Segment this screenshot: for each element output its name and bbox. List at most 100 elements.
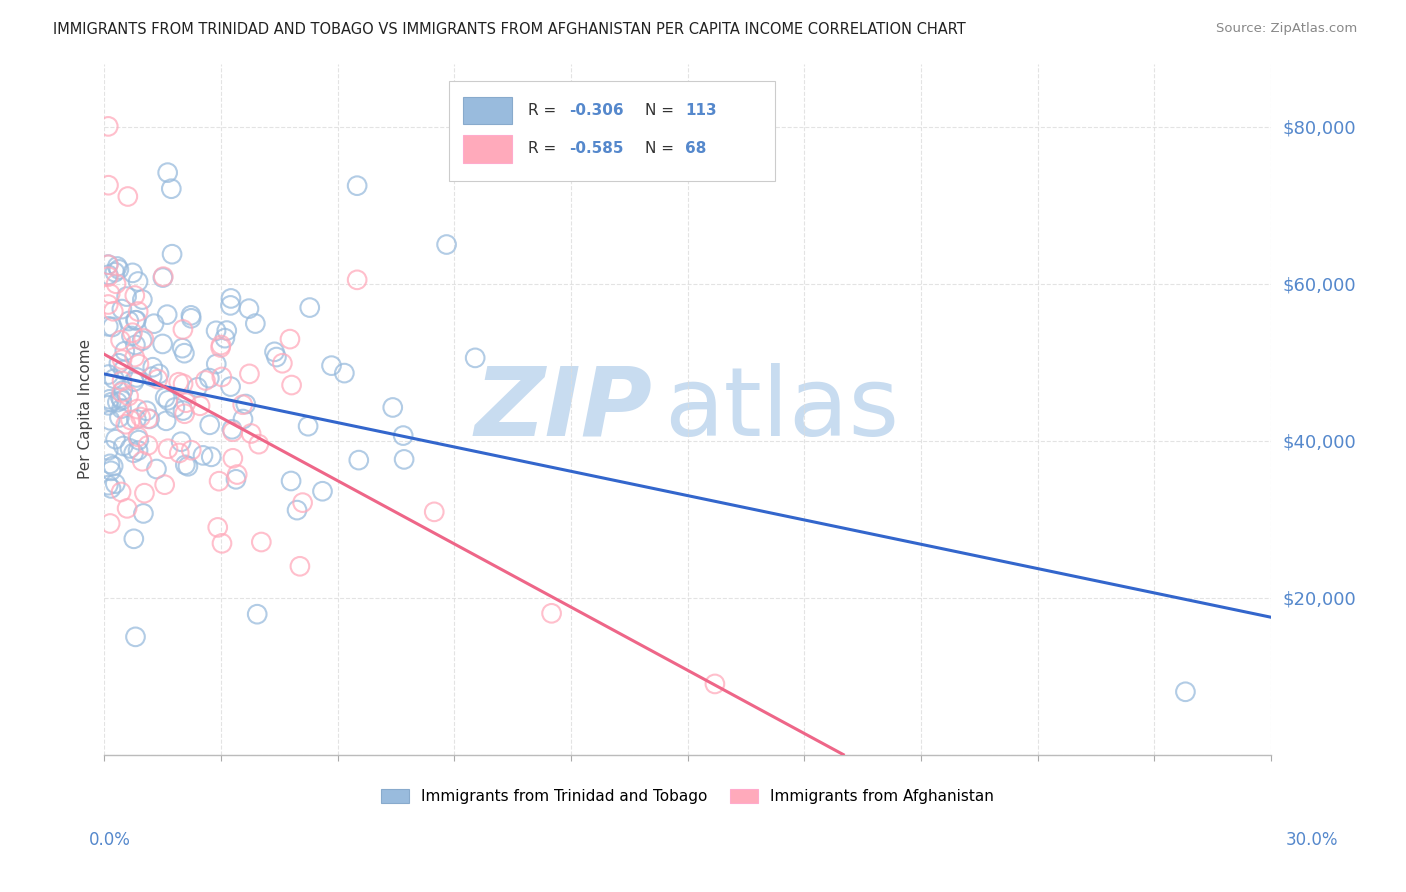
Point [117,389,139,403]
Point [194,373,217,387]
Point [124,350,146,364]
Point [104,476,127,491]
Point [127,443,149,458]
Point [101,320,124,334]
Point [97,297,120,311]
Bar [463,96,512,124]
Point [97,478,120,492]
Point [153,477,176,491]
Point [222,425,245,439]
Text: Source: ZipAtlas.com: Source: ZipAtlas.com [1216,22,1357,36]
Point [172,322,194,336]
Point [132,507,155,521]
Point [226,467,249,482]
Point [163,401,186,415]
Point [127,304,149,318]
Point [436,237,458,252]
Point [263,344,285,359]
Point [222,451,245,466]
Text: N =: N = [644,142,679,156]
Point [423,505,446,519]
Point [112,363,135,377]
Point [191,449,214,463]
Point [346,273,368,287]
Point [152,269,174,284]
Point [146,372,169,386]
Point [136,438,159,452]
Point [143,317,166,331]
Point [297,419,319,434]
Point [97,258,120,272]
Point [240,426,263,441]
Point [112,439,135,453]
Text: 0.0%: 0.0% [89,831,131,849]
Point [200,450,222,464]
Point [156,308,179,322]
Point [1174,685,1197,699]
Point [333,366,356,380]
Point [136,411,159,425]
Point [205,357,228,371]
Point [235,397,257,411]
Point [169,446,191,460]
Point [225,472,247,486]
Point [311,484,333,499]
Legend: Immigrants from Trinidad and Tobago, Immigrants from Afghanistan: Immigrants from Trinidad and Tobago, Imm… [375,783,1000,811]
Point [173,346,195,360]
Point [160,182,183,196]
Point [172,403,194,417]
Point [97,268,120,282]
Text: -0.585: -0.585 [568,142,623,156]
Point [271,356,294,370]
Point [111,385,134,400]
Point [245,317,267,331]
Point [115,289,138,303]
Point [160,247,183,261]
Point [186,380,208,394]
Point [121,329,143,343]
Point [167,375,190,389]
Point [124,288,146,302]
Point [104,265,127,279]
Point [120,413,142,427]
FancyBboxPatch shape [449,81,775,181]
Point [219,298,242,312]
Point [118,442,141,456]
Point [97,443,120,458]
Point [142,360,165,375]
Point [135,403,157,417]
Point [100,464,122,478]
Point [280,378,302,392]
Point [131,454,153,468]
Point [205,324,228,338]
Point [180,443,202,458]
Point [392,452,415,467]
Point [198,417,221,432]
Point [145,462,167,476]
Point [208,474,231,488]
Point [153,391,176,405]
Point [111,352,134,367]
Point [266,350,288,364]
Point [98,516,121,531]
Text: R =: R = [527,103,561,118]
Point [122,375,145,389]
Point [141,369,163,384]
Point [114,344,136,359]
Text: -0.306: -0.306 [568,103,623,118]
Point [124,313,146,327]
Point [392,428,415,442]
Point [124,630,146,644]
Point [172,376,194,391]
Point [134,486,156,500]
Point [346,178,368,193]
Point [98,286,121,301]
Point [540,607,562,621]
Point [285,503,308,517]
Point [138,412,160,426]
Point [288,559,311,574]
Point [174,458,197,472]
Point [115,501,138,516]
Point [125,313,148,327]
Point [321,359,343,373]
